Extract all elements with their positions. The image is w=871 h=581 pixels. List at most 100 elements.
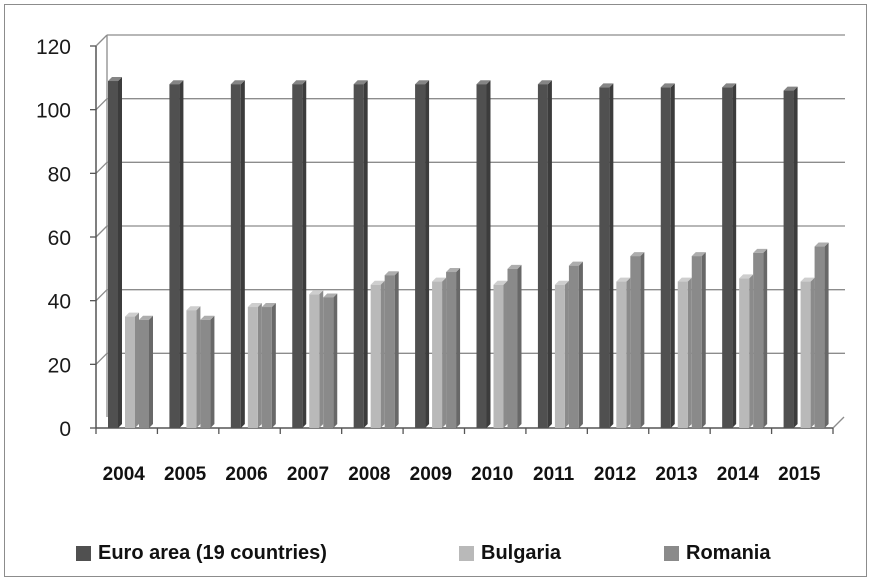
bar-top (814, 242, 829, 247)
bar-romania (139, 319, 149, 428)
bar-side (517, 264, 522, 428)
bar-euro (660, 87, 671, 428)
bar-romania (323, 297, 334, 428)
bar-top (230, 80, 245, 85)
bar-bulgaria (554, 284, 565, 428)
bar-side (687, 277, 692, 428)
chart-legend: Euro area (19 countries) Bulgaria Romani… (76, 539, 770, 567)
bar-bulgaria (677, 281, 688, 428)
bar-side (503, 280, 508, 428)
y-tick-label: 100 (36, 100, 71, 123)
bar-bulgaria (125, 316, 135, 428)
bar-side (135, 312, 139, 428)
bar-side (547, 80, 552, 428)
bar-romania (568, 265, 579, 428)
bar-top (800, 277, 815, 282)
bar-romania (691, 256, 702, 428)
legend-swatch-romania (664, 545, 679, 561)
bar-top (309, 290, 324, 295)
gridline-side (95, 352, 108, 365)
bar-euro (230, 84, 241, 428)
bar-euro (783, 90, 794, 429)
bar-top (323, 293, 338, 298)
bar-side (609, 83, 614, 428)
x-tick-label: 2012 (594, 464, 636, 485)
x-tick-label: 2011 (533, 464, 575, 485)
bar-side (763, 248, 768, 428)
x-tick-label: 2006 (225, 464, 267, 485)
bar-top (493, 280, 508, 285)
bar-top (108, 77, 122, 82)
bar-bulgaria (800, 281, 811, 428)
bar-side (319, 290, 324, 428)
bar-side (380, 280, 385, 428)
bar-top (677, 277, 692, 282)
legend-swatch-bulgaria (459, 545, 474, 561)
bar-euro (292, 84, 303, 428)
x-tick-label: 2005 (164, 464, 207, 485)
bar-top (739, 274, 754, 279)
bar-side (749, 274, 754, 428)
x-tick-label: 2007 (287, 464, 329, 485)
legend-item-bulgaria: Bulgaria (459, 542, 664, 565)
bar-bulgaria (739, 278, 750, 428)
legend-item-euro-area: Euro area (19 countries) (76, 542, 459, 565)
bar-romania (753, 252, 764, 428)
bar-side (793, 86, 798, 429)
gridline-side (95, 34, 108, 47)
bar-side (118, 77, 122, 429)
bar-side (240, 80, 245, 428)
bar-euro (599, 87, 610, 428)
bar-side (425, 80, 430, 428)
bar-top (292, 80, 307, 85)
bar-side (149, 315, 153, 428)
legend-swatch-euro-area (76, 545, 91, 561)
bar-euro (169, 84, 180, 428)
bar-top (568, 261, 583, 266)
bar-top (537, 80, 552, 85)
x-tick-label: 2004 (103, 464, 146, 485)
legend-label-bulgaria: Bulgaria (481, 541, 562, 564)
bar-euro (722, 87, 733, 428)
bar-side (486, 80, 491, 428)
bar-top (630, 252, 645, 257)
bar-romania (261, 307, 272, 428)
bar-bulgaria (370, 284, 381, 428)
x-tick-label: 2008 (348, 464, 390, 485)
bar-top (384, 271, 399, 276)
bar-bulgaria (309, 294, 320, 428)
bar-euro (108, 81, 118, 429)
bar-side (701, 252, 706, 428)
bar-top (247, 303, 262, 308)
bar-top (186, 306, 201, 311)
y-tick-label: 80 (48, 163, 71, 186)
bar-side (626, 277, 631, 428)
x-tick-label: 2014 (717, 464, 760, 485)
bar-romania (507, 268, 518, 428)
bar-top (125, 312, 139, 317)
bar-romania (814, 246, 825, 428)
bar-top (353, 80, 368, 85)
bar-top (139, 315, 153, 320)
bar-side (333, 293, 338, 428)
bar-top (415, 80, 430, 85)
bar-bulgaria (186, 310, 197, 428)
legend-label-euro-area: Euro area (19 countries) (98, 541, 327, 564)
bar-top (476, 80, 491, 85)
bar-top (446, 268, 461, 273)
bar-side (210, 315, 215, 428)
bar-side (257, 303, 262, 428)
bar-top (753, 248, 768, 253)
bar-side (810, 277, 815, 428)
bar-top (554, 280, 569, 285)
bar-side (179, 80, 184, 428)
bar-top (507, 264, 522, 269)
x-tick-label: 2009 (410, 464, 452, 485)
bar-top (722, 83, 737, 88)
bar-top (370, 280, 385, 285)
bar-euro (476, 84, 487, 428)
bar-top (169, 80, 184, 85)
bar-bulgaria (432, 281, 443, 428)
bar-top (599, 83, 614, 88)
bar-side (824, 242, 829, 428)
